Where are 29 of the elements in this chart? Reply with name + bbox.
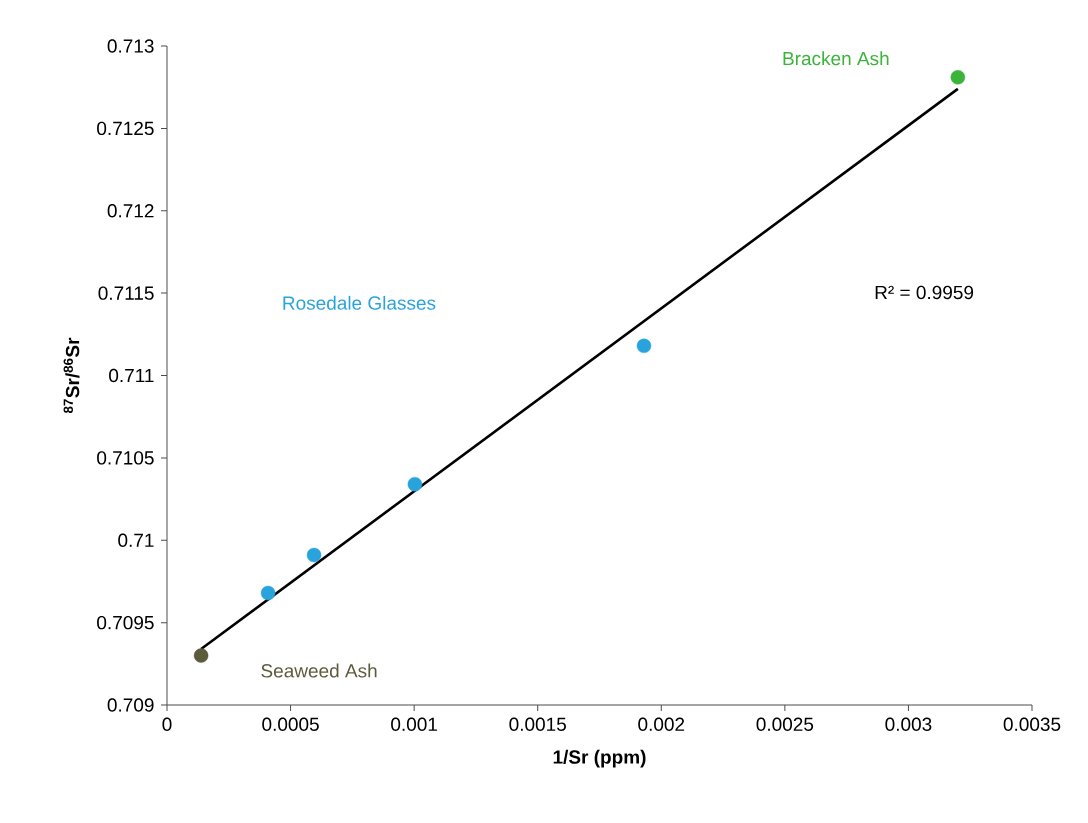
x-axis-title: 1/Sr (ppm) [553, 749, 646, 768]
text: Seaweed Ash [261, 663, 377, 678]
point [407, 477, 423, 492]
y-axis-title: $^{87}$Sr/$^{86}$Sr [63, 337, 80, 414]
annotation: R² = 0.9959 [875, 285, 974, 300]
y-tick-label: 0.71 [118, 533, 154, 547]
point [260, 585, 276, 601]
point [193, 648, 209, 663]
y-tick-label: 0.713 [107, 39, 154, 53]
x-tick-label: 0.003 [885, 717, 932, 731]
point [636, 338, 652, 354]
y-tick-label: 0.7105 [97, 451, 154, 465]
x-tick-label: 0 [162, 717, 172, 731]
x-tick-label: 0.0015 [509, 717, 566, 731]
x-tick-label: 0.002 [638, 717, 685, 731]
y-tick-label: 0.7115 [98, 286, 154, 300]
x-tick-label: 0.0035 [1003, 717, 1061, 731]
text: Bracken Ash [783, 51, 889, 66]
text: Rosedale Glasses [283, 295, 436, 310]
y-tick-label: 0.709 [107, 698, 154, 712]
point [950, 70, 966, 85]
y-tick-label: 0.712 [107, 204, 154, 218]
y-tick-label: 0.7095 [97, 615, 154, 630]
x-tick-label: 0.0025 [756, 717, 814, 731]
y-tick-label: 0.7125 [97, 121, 154, 136]
y-tick-label: 0.711 [109, 368, 154, 383]
x-tick-label: 0.001 [391, 717, 437, 731]
x-tick-label: 0.0005 [262, 717, 319, 731]
point [306, 547, 322, 563]
